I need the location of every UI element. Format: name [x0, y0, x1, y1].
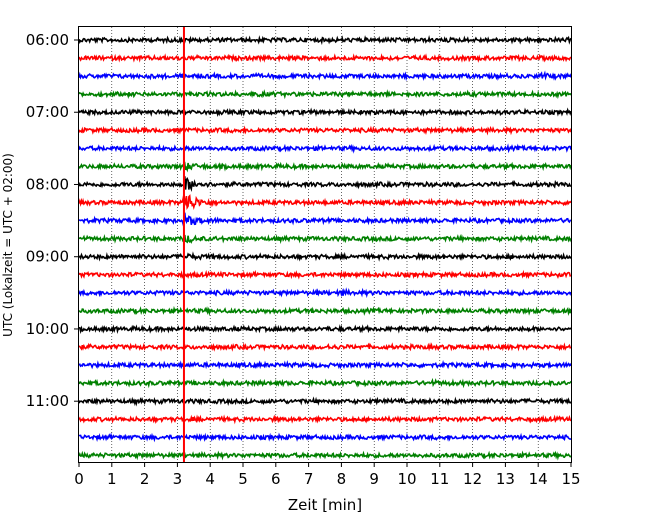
trace-0830 [78, 212, 572, 227]
plot-frame [78, 26, 572, 463]
y-tick-label: 11:00 [26, 392, 69, 410]
trace-1030 [78, 359, 572, 370]
y-tick-label: 06:00 [26, 31, 69, 49]
trace-1130 [78, 432, 572, 443]
x-tick-label: 10 [397, 470, 416, 488]
x-tick-label: 7 [304, 470, 314, 488]
trace-0900 [78, 251, 572, 262]
trace-1145 [78, 450, 572, 461]
x-tick-label: 4 [205, 470, 215, 488]
trace-1100 [78, 396, 572, 407]
x-tick-label: 5 [238, 470, 248, 488]
x-axis-ticks: 0 1 2 3 4 5 6 7 8 9 10 11 12 13 14 15 [74, 462, 581, 488]
x-tick-label: 12 [463, 470, 482, 488]
trace-1015 [78, 342, 572, 352]
trace-0615 [78, 53, 572, 63]
trace-0730 [78, 143, 572, 154]
trace-1115 [78, 414, 572, 425]
x-tick-label: 13 [496, 470, 515, 488]
y-tick-label: 07:00 [26, 103, 69, 121]
trace-0815 [78, 194, 572, 210]
trace-0745 [78, 161, 572, 173]
trace-0715 [78, 125, 572, 136]
x-axis-label: Zeit [min] [288, 496, 362, 514]
x-tick-label: 15 [561, 470, 580, 488]
x-tick-label: 2 [140, 470, 150, 488]
x-tick-label: 0 [74, 470, 84, 488]
trace-0630 [78, 70, 572, 82]
x-tick-label: 1 [107, 470, 117, 488]
trace-0645 [78, 89, 572, 100]
trace-0945 [78, 305, 572, 317]
trace-0700 [78, 107, 572, 118]
trace-0845 [78, 233, 572, 245]
trace-0915 [78, 269, 572, 280]
x-tick-label: 3 [173, 470, 183, 488]
trace-0600 [78, 35, 572, 46]
trace-0800 [78, 176, 571, 192]
y-tick-label: 09:00 [26, 248, 69, 266]
y-axis-label: UTC (Lokalzeit = UTC + 02:00) [1, 153, 15, 337]
trace-1045 [78, 377, 572, 389]
y-tick-label: 10:00 [26, 320, 69, 338]
seismogram-traces [78, 35, 572, 461]
y-axis-ticks: 06:00 07:00 08:00 09:00 10:00 11:00 [26, 31, 79, 410]
x-gridlines [111, 27, 539, 462]
y-tick-label: 08:00 [26, 175, 69, 193]
trace-1000 [78, 324, 572, 335]
x-tick-label: 14 [529, 470, 548, 488]
x-tick-label: 6 [271, 470, 281, 488]
x-tick-label: 11 [430, 470, 449, 488]
x-tick-label: 9 [369, 470, 379, 488]
trace-0930 [78, 287, 572, 299]
x-tick-label: 8 [337, 470, 347, 488]
